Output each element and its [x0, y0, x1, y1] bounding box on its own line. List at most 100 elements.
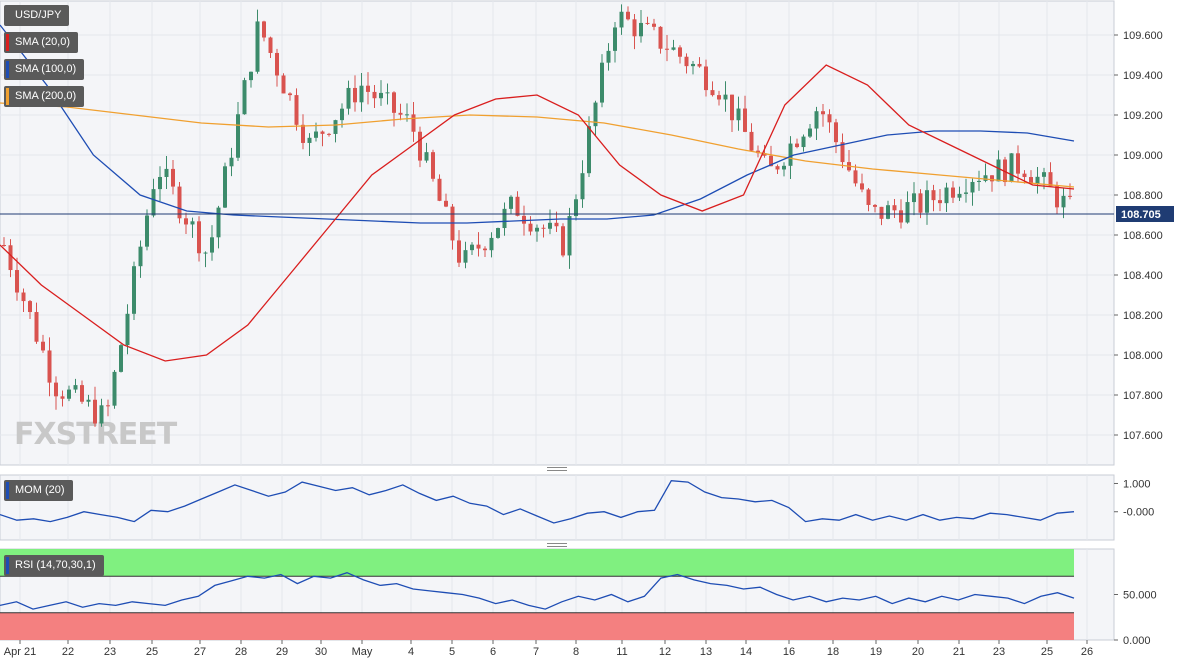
candle-body: [567, 216, 572, 256]
candle-body: [203, 252, 208, 254]
candle-body: [197, 221, 201, 254]
candle-body: [431, 152, 435, 179]
candle-body: [645, 22, 650, 24]
candle-body: [782, 165, 786, 170]
candle-body: [424, 152, 429, 161]
candle-body: [808, 128, 812, 137]
candle-body: [736, 108, 741, 121]
sma100-tag-label: SMA (100,0): [15, 63, 77, 75]
candle-body: [60, 396, 65, 399]
sma20-tag[interactable]: SMA (20,0): [4, 32, 79, 53]
panel-resize-handle-line-2: [547, 546, 567, 547]
candle-body: [333, 120, 338, 134]
x-tick-label: 29: [276, 646, 288, 658]
candle-body: [704, 66, 708, 91]
y-tick-label: 109.200: [1123, 110, 1163, 122]
candle-body: [327, 133, 331, 135]
candle-body: [470, 244, 474, 251]
candle-body: [34, 312, 39, 342]
candle-body: [626, 11, 630, 20]
panel-resize-handle-2[interactable]: [547, 543, 567, 544]
candle-body: [255, 21, 260, 72]
x-tick-label: 16: [783, 646, 795, 658]
candle-body: [496, 228, 500, 238]
x-tick-label: 18: [827, 646, 839, 658]
x-tick-label: 5: [449, 646, 455, 658]
candle-body: [21, 292, 26, 302]
candle-body: [834, 122, 838, 143]
y-tick-label: 107.600: [1123, 430, 1163, 442]
candle-body: [86, 399, 91, 402]
candle-body: [106, 405, 110, 407]
candle-body: [138, 246, 143, 267]
candle-body: [1068, 195, 1072, 197]
y-tick-label: 108.400: [1123, 270, 1163, 282]
candle-body: [580, 173, 585, 200]
candle-body: [444, 200, 448, 207]
candle-body: [996, 159, 1001, 182]
candle-body: [1003, 159, 1007, 183]
mom-panel-bg: [0, 474, 1115, 541]
candle-body: [561, 226, 565, 256]
mom-line: [0, 480, 1075, 524]
sma100-line: [0, 24, 1075, 224]
candle-body: [457, 240, 461, 263]
candle-body: [1022, 173, 1027, 178]
sma100-tag[interactable]: SMA (100,0): [4, 59, 85, 80]
candle-body: [190, 221, 195, 225]
candle-body: [502, 208, 507, 229]
candle-body: [288, 93, 292, 96]
candle-body: [1016, 153, 1020, 174]
candle-body: [632, 19, 637, 37]
candle-body: [73, 385, 78, 390]
candle-body: [821, 111, 825, 115]
x-tick-label: 25: [1041, 646, 1053, 658]
x-tick-label: 8: [573, 646, 579, 658]
candle-body: [931, 190, 936, 201]
rsi-line: [0, 572, 1075, 610]
mom-tag[interactable]: MOM (20): [4, 480, 73, 501]
sma200-tag[interactable]: SMA (200,0): [4, 86, 85, 107]
candle-body: [801, 136, 806, 148]
candle-body: [184, 218, 188, 225]
rsi-tag[interactable]: RSI (14,70,30,1): [4, 555, 104, 576]
y-tick-label: 109.400: [1123, 70, 1163, 82]
symbol-tag[interactable]: USD/JPY: [4, 5, 70, 26]
y-tick-label: 107.800: [1123, 390, 1163, 402]
candle-body: [385, 92, 390, 94]
candle-body: [873, 204, 877, 207]
panel-resize-handle-1[interactable]: [547, 467, 567, 468]
x-tick-label: Apr 21: [4, 646, 36, 658]
candle-body: [574, 199, 578, 217]
x-tick-label: 21: [953, 646, 965, 658]
candle-body: [210, 237, 214, 253]
candle-body: [717, 95, 721, 100]
candle-body: [359, 85, 364, 103]
candle-body: [762, 153, 767, 156]
sma20-swatch: [6, 34, 9, 51]
rsi-oversold-zone: [0, 612, 1074, 640]
candle-body: [970, 181, 975, 193]
x-tick-label: 4: [408, 646, 414, 658]
candle-body: [398, 112, 403, 115]
candle-body: [125, 313, 130, 346]
y-tick-label: 109.000: [1123, 150, 1163, 162]
candle-body: [366, 85, 370, 92]
x-tick-label: 14: [740, 646, 752, 658]
candle-body: [1061, 195, 1066, 208]
candle-body: [964, 192, 968, 194]
candle-body: [814, 111, 819, 129]
x-tick-label: 20: [912, 646, 924, 658]
candle-body: [892, 205, 897, 211]
candle-body: [405, 114, 409, 116]
x-tick-label: 6: [490, 646, 496, 658]
candle-body: [67, 389, 71, 399]
candle-body: [249, 71, 253, 81]
rsi-swatch: [6, 557, 9, 574]
rsi-overbought-zone: [0, 549, 1074, 577]
candle-body: [411, 114, 416, 132]
candle-body: [340, 108, 344, 121]
candle-body: [483, 248, 487, 251]
